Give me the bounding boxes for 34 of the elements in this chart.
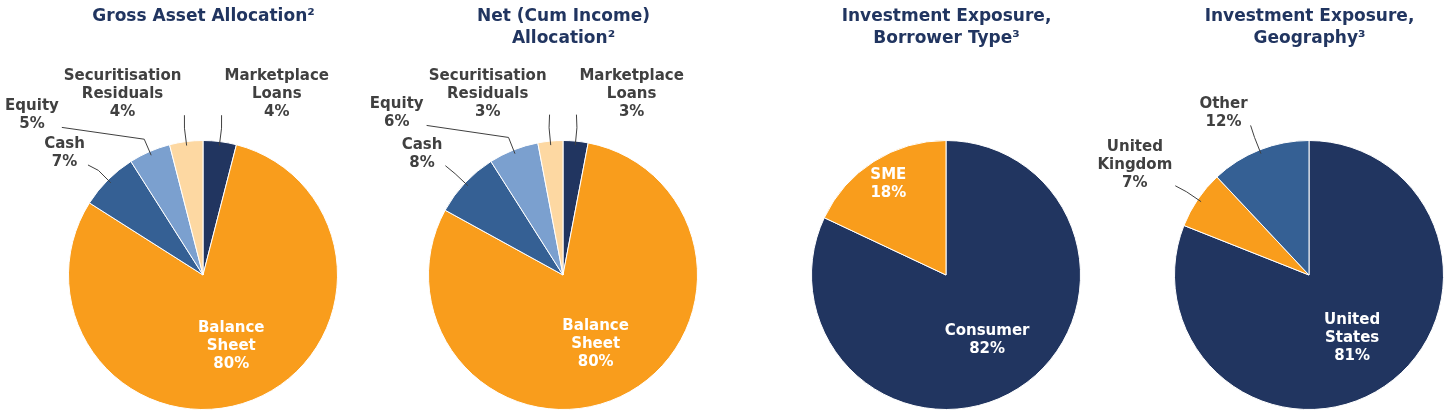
slice-label: Balance Sheet bbox=[562, 316, 629, 353]
chart-title: Investment Exposure, Borrower Type³ bbox=[840, 4, 1053, 48]
slice-label: SME bbox=[870, 165, 907, 184]
data-label: 4% bbox=[264, 102, 290, 121]
data-label: 4% bbox=[109, 102, 136, 121]
slice-label: Cash bbox=[44, 133, 85, 152]
data-label: 12% bbox=[1205, 112, 1242, 131]
data-label: 80% bbox=[577, 352, 614, 371]
data-label: 82% bbox=[969, 338, 1006, 357]
slice-label: United States bbox=[1324, 310, 1381, 347]
slice-label: United Kingdom bbox=[1097, 136, 1173, 173]
slice-label: Marketplace Loans bbox=[224, 66, 329, 103]
chart-title: Gross Asset Allocation² bbox=[91, 4, 316, 26]
slice-label: Equity bbox=[5, 96, 60, 115]
chart-title: Net (Cum Income) Allocation² bbox=[476, 4, 651, 48]
data-label: 7% bbox=[1122, 172, 1148, 191]
data-label: 3% bbox=[618, 101, 645, 120]
slice-label: Securitisation Residuals bbox=[63, 66, 182, 103]
slice-label: Securitisation Residuals bbox=[428, 65, 547, 102]
data-label: 18% bbox=[870, 183, 907, 202]
slice-label: Cash bbox=[401, 134, 443, 153]
data-label: 3% bbox=[474, 101, 501, 120]
data-label: 8% bbox=[409, 152, 435, 171]
slice-label: Marketplace Loans bbox=[579, 65, 684, 102]
data-label: 6% bbox=[383, 112, 410, 131]
slice-label: Balance Sheet bbox=[197, 318, 265, 355]
slice-label: Consumer bbox=[944, 320, 1031, 339]
data-label: 81% bbox=[1334, 346, 1371, 365]
slice-label: Other bbox=[1199, 94, 1249, 113]
data-label: 7% bbox=[51, 151, 78, 170]
slice-label: Equity bbox=[369, 94, 424, 113]
data-label: 80% bbox=[213, 354, 250, 373]
chart-title: Investment Exposure, Geography³ bbox=[1203, 4, 1416, 48]
data-label: 5% bbox=[19, 114, 45, 133]
